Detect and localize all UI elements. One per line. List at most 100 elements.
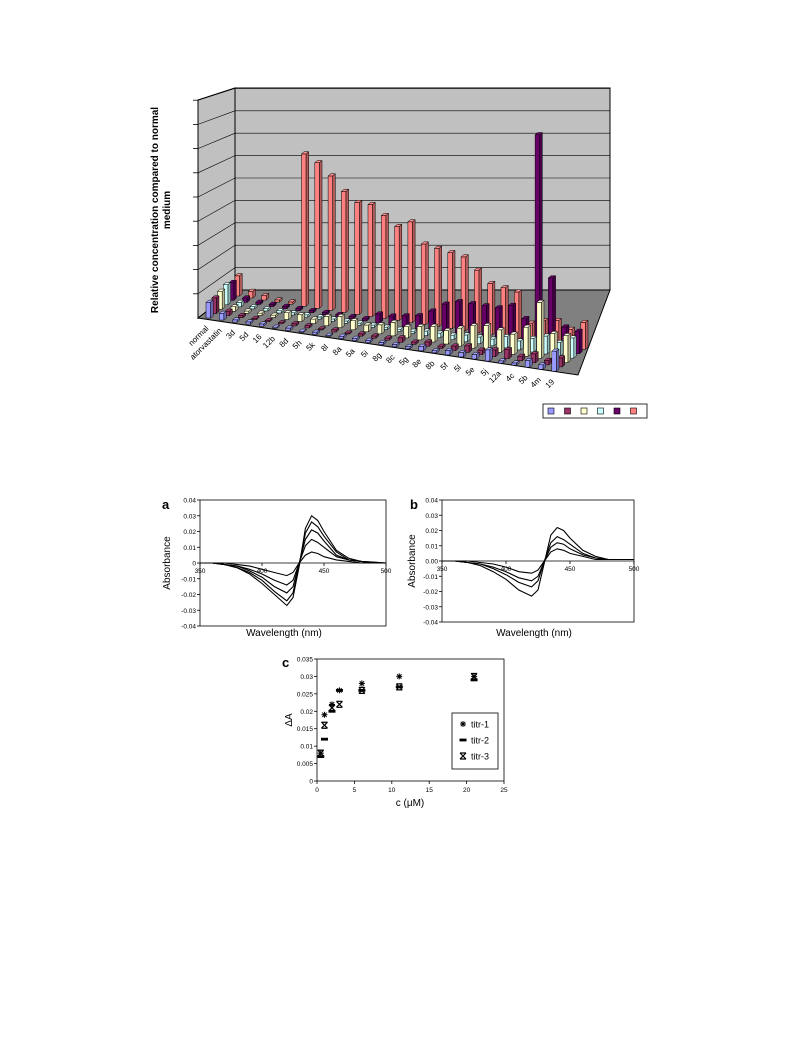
y-tick-label: 0.03 (183, 513, 196, 520)
legend-swatch (597, 407, 604, 415)
bar (433, 245, 443, 328)
bar-side (461, 325, 465, 347)
scatter-point (328, 704, 336, 712)
bar-side (449, 347, 453, 356)
bar-side (236, 317, 241, 323)
bar-side (221, 288, 226, 310)
bar-side (546, 333, 551, 355)
bar-side (516, 360, 520, 366)
bar-front (357, 333, 363, 337)
bar (245, 319, 254, 325)
y-tick-label: 0.02 (425, 528, 438, 535)
bar-side (489, 347, 493, 362)
bar (574, 328, 583, 355)
bar (384, 335, 393, 341)
bar3d-category-label: 5i (359, 348, 370, 359)
side-gridline (197, 200, 236, 222)
bar-front (407, 221, 413, 323)
panel-a-ylabel: Absorbance (162, 536, 173, 590)
bar-front (416, 326, 422, 341)
bar-side (579, 328, 583, 355)
bar3d-bars (205, 132, 589, 372)
x-tick-label: 350 (195, 568, 206, 575)
scatter-point (321, 711, 328, 718)
bar-side (260, 299, 264, 306)
bar-side (465, 254, 469, 332)
panel-c-label: c (282, 655, 289, 670)
scatter-point (321, 721, 328, 729)
bar-side (428, 339, 433, 347)
bar-front (384, 337, 390, 341)
bar-front (301, 153, 307, 307)
side-gridline (197, 244, 236, 270)
bar-front (243, 310, 250, 314)
bar (247, 288, 257, 299)
x-tick-label: 350 (437, 566, 448, 573)
bar-side (335, 327, 339, 333)
bar-side (282, 319, 286, 325)
bar-side (328, 313, 332, 327)
legend-swatch (613, 407, 621, 415)
bar (321, 309, 331, 316)
y-tick-label: 0.00 (425, 559, 438, 566)
bar3d-category-label: 8d (278, 336, 291, 349)
bar-front (445, 350, 451, 356)
bar-front (338, 336, 344, 339)
bar (260, 292, 270, 301)
y-tick-label: 0.04 (425, 498, 438, 505)
bar-side (349, 330, 353, 335)
bar-side (402, 335, 406, 343)
bar (448, 332, 458, 341)
side-gridline (197, 88, 236, 101)
bar-side (303, 328, 307, 333)
bar-side (292, 299, 296, 305)
scatter-point (336, 700, 343, 708)
bar-side (347, 318, 351, 324)
y-tick-label: 0.02 (300, 709, 313, 716)
bar-front (523, 326, 529, 357)
bar-front (367, 204, 373, 317)
bar-front (327, 175, 333, 311)
bar-side (288, 309, 292, 320)
bar-side (307, 312, 311, 318)
bar-side (495, 347, 499, 358)
bar-side (359, 199, 363, 315)
panel-b-xlabel: Wavelength (nm) (496, 628, 572, 639)
bar-front (471, 354, 477, 360)
bar (243, 308, 253, 314)
bar (374, 311, 384, 324)
bar-side (276, 324, 280, 329)
bar-side (256, 315, 260, 321)
spectrum-line (442, 548, 634, 574)
bar-front (458, 352, 464, 358)
y-tick-label: 0.025 (297, 691, 314, 698)
bar-side (425, 241, 429, 326)
bar-side (341, 313, 345, 329)
bar-front (456, 327, 462, 347)
bar-front (291, 323, 297, 327)
legend-frame (542, 403, 648, 419)
bar-side (493, 336, 497, 347)
bar-front (257, 312, 263, 316)
bar (296, 312, 306, 323)
bar-front (205, 302, 211, 319)
bar (503, 347, 513, 360)
bar-front (285, 327, 291, 331)
bar-side (409, 343, 413, 350)
legend-swatch (630, 407, 637, 415)
bar (488, 336, 498, 347)
side-gridline (197, 222, 236, 246)
bar3d-category-label: 8l (319, 342, 330, 353)
bar3d-category-label: 5f (439, 360, 451, 372)
bar-side (505, 284, 509, 338)
bar (255, 299, 264, 306)
bar (393, 223, 403, 322)
bar-side (313, 307, 317, 314)
bar (256, 310, 266, 316)
bar (329, 316, 338, 322)
bar-side (408, 323, 412, 339)
bar (314, 159, 323, 309)
bar-front (245, 321, 251, 325)
legend-label: titr-1 (471, 720, 489, 730)
